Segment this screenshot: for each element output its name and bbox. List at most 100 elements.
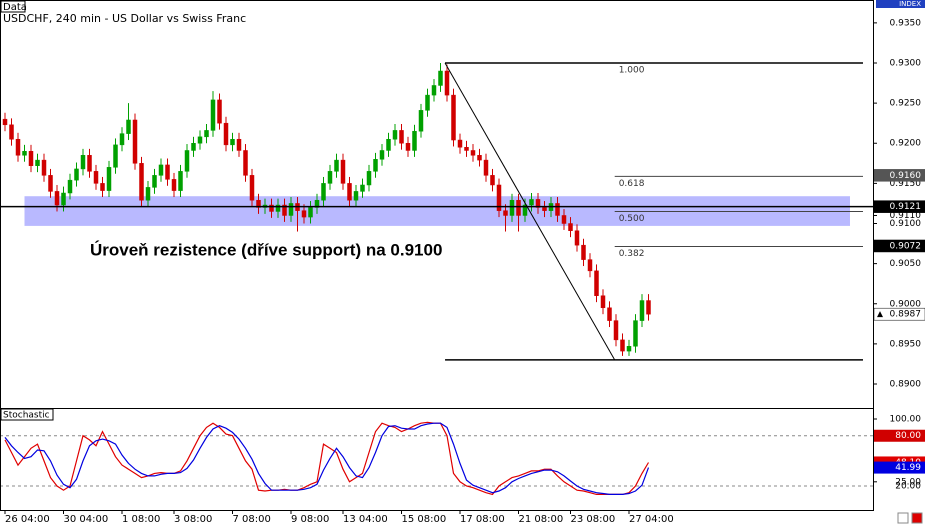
fib-label: 1.000 <box>619 65 645 75</box>
candle-body <box>405 142 411 151</box>
candle-body <box>288 203 294 216</box>
candle-body <box>509 199 515 216</box>
candle-body <box>477 155 482 161</box>
candle-body <box>67 179 73 194</box>
index-label: INDEX <box>899 0 921 8</box>
y-tick-label: 0.8950 <box>890 339 922 349</box>
y-tick-label: 0.9000 <box>890 299 922 309</box>
y-tick-label: 0.9050 <box>890 259 922 269</box>
candle-body <box>451 94 456 141</box>
candle-body <box>80 155 86 170</box>
candle-body <box>483 159 489 176</box>
candle-body <box>555 203 560 216</box>
candle-body <box>35 159 40 166</box>
candle-body <box>119 133 125 146</box>
candle-body <box>418 110 424 132</box>
candle-body <box>171 179 177 191</box>
x-tick-label: 13 04:00 <box>343 514 388 525</box>
candle-body <box>158 164 164 176</box>
candle-body <box>184 150 190 172</box>
x-tick-label: 1 08:00 <box>122 514 160 525</box>
candle-body <box>269 204 274 212</box>
icon[interactable] <box>897 512 909 524</box>
candle-body <box>568 223 573 231</box>
candle-body <box>399 130 404 144</box>
candle-body <box>314 199 320 208</box>
x-tick-label: 26 04:00 <box>5 514 50 525</box>
x-tick-label: 27 04:00 <box>629 514 674 525</box>
y-tick-label: 0.9300 <box>890 58 922 68</box>
candle-body <box>620 339 625 352</box>
candle-body <box>54 191 60 206</box>
x-tick-label: 15 08:00 <box>401 514 446 525</box>
candle-body <box>126 119 131 134</box>
candle-body <box>438 70 443 86</box>
index-box <box>876 0 925 8</box>
x-tick-label: 17 08:00 <box>460 514 505 525</box>
y-tick-label: 0.9150 <box>890 179 922 189</box>
icon[interactable] <box>911 512 923 524</box>
candle-body <box>412 130 417 151</box>
fib-trendline <box>444 62 616 361</box>
price-marker-label: 0.8987 <box>890 310 922 320</box>
x-tick-label: 23 08:00 <box>570 514 615 525</box>
candle-body <box>139 163 144 201</box>
candle-body <box>353 191 359 201</box>
stochastic-title: Stochastic <box>3 411 50 421</box>
candle-body <box>178 171 183 191</box>
candle-body <box>28 151 34 166</box>
candle-body <box>340 159 346 184</box>
y-tick-label: 25.00 <box>895 477 921 487</box>
candle-body <box>542 207 547 211</box>
stochastic-line <box>4 421 650 496</box>
candle-body <box>301 210 307 218</box>
x-tick-label: 21 08:00 <box>518 514 563 525</box>
y-tick-label: 0.8900 <box>890 380 922 390</box>
candle-body <box>93 171 99 184</box>
stochastic-title-box <box>0 408 54 421</box>
candle-body <box>249 175 255 201</box>
candle-body <box>256 199 261 208</box>
candle-body <box>106 167 112 191</box>
candle-body <box>470 150 476 156</box>
x-tick-label: 7 08:00 <box>233 514 271 525</box>
y-tick-label: 100.00 <box>890 414 922 424</box>
candle-body <box>379 150 385 160</box>
value-marker-label: 41.99 <box>895 463 921 473</box>
candle-body <box>145 187 151 201</box>
candle-body <box>646 300 651 315</box>
candle-body <box>574 230 580 246</box>
chart-title: USDCHF, 240 min - US Dollar vs Swiss Fra… <box>3 12 246 25</box>
y-tick-label: 0.9350 <box>890 18 922 28</box>
candle-body <box>464 147 469 151</box>
candle-body <box>321 183 326 201</box>
marker-arrow <box>877 311 883 318</box>
level-label: 20.00 <box>895 481 921 491</box>
candle-body <box>347 183 352 201</box>
candle-body <box>100 183 105 191</box>
candle-body <box>87 155 92 172</box>
candle-body <box>113 144 118 168</box>
candle-body <box>217 99 222 124</box>
candle-body <box>275 204 281 212</box>
annotation: Úroveň rezistence (dříve support) na 0.9… <box>90 240 442 259</box>
candle-body <box>613 320 619 341</box>
fib-label: 0.382 <box>619 249 645 259</box>
candle-body <box>2 118 8 126</box>
level-marker <box>874 429 925 442</box>
candle-body <box>334 159 339 172</box>
candle-body <box>431 85 437 96</box>
candle-body <box>561 215 567 224</box>
price-marker-label: 0.9121 <box>890 202 922 212</box>
candle-body <box>15 138 21 156</box>
candle-body <box>386 138 391 151</box>
candle-body <box>516 199 521 216</box>
y-tick-label: 0.9100 <box>890 219 922 229</box>
price-marker-label: 0.9160 <box>890 171 922 181</box>
x-tick-label: 3 08:00 <box>174 514 212 525</box>
candle-body <box>210 99 216 131</box>
candle-body <box>366 171 372 186</box>
candle-body <box>607 307 612 321</box>
stochastic-line <box>4 422 650 495</box>
